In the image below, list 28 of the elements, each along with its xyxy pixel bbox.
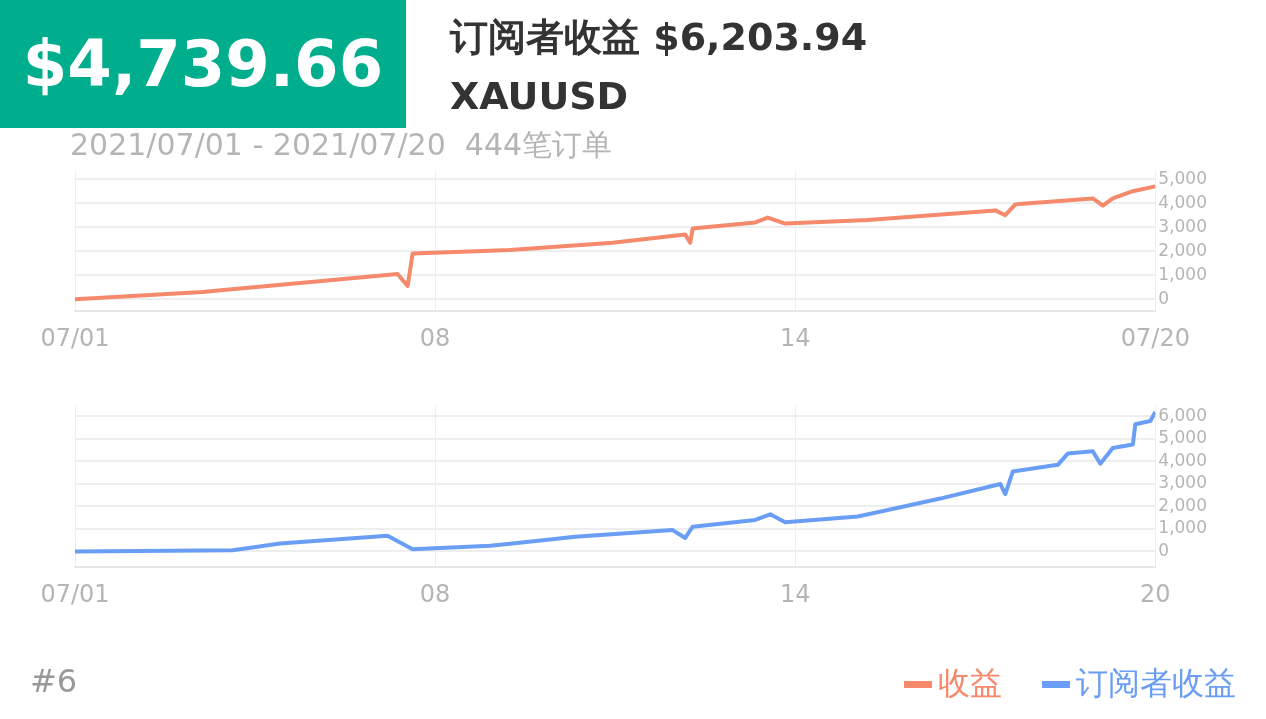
x-tick-label: 07/20 xyxy=(1120,323,1190,352)
text: $4,739.66 xyxy=(0,0,406,128)
x-tick-label: 08 xyxy=(419,579,451,608)
text: 2021/07/01 - 2021/07/20 444笔订单 xyxy=(70,126,613,162)
y-tick-label: 4,000 xyxy=(1158,449,1207,470)
x-tick-label: 07/01 xyxy=(40,579,110,608)
y-tick-label: 2,000 xyxy=(1158,239,1207,260)
y-tick-label: 2,000 xyxy=(1158,494,1207,515)
y-tick-label: 3,000 xyxy=(1158,472,1207,493)
x-tick-label: 14 xyxy=(779,579,811,608)
text: #6 xyxy=(30,662,78,700)
x-tick-label: 20 xyxy=(1140,579,1171,608)
y-tick-label: 0 xyxy=(1158,539,1170,560)
y-tick-label: 5,000 xyxy=(1158,427,1207,448)
x-tick-label: 08 xyxy=(419,323,451,352)
y-tick-label: 3,000 xyxy=(1158,215,1207,236)
y-tick-label: 6,000 xyxy=(1158,404,1207,425)
legend-label: 收益 xyxy=(937,663,1002,704)
text: 订阅者收益 $6,203.94 xyxy=(450,14,868,61)
x-tick-label: 07/01 xyxy=(40,323,110,352)
y-tick-label: 1,000 xyxy=(1158,517,1207,538)
y-tick-label: 4,000 xyxy=(1158,191,1207,212)
y-tick-label: 0 xyxy=(1158,287,1170,308)
legend-label: 订阅者收益 xyxy=(1075,663,1236,704)
text: XAUUSD xyxy=(450,74,629,118)
y-tick-label: 1,000 xyxy=(1158,263,1207,284)
y-tick-label: 5,000 xyxy=(1158,167,1207,188)
x-tick-label: 14 xyxy=(779,323,811,352)
